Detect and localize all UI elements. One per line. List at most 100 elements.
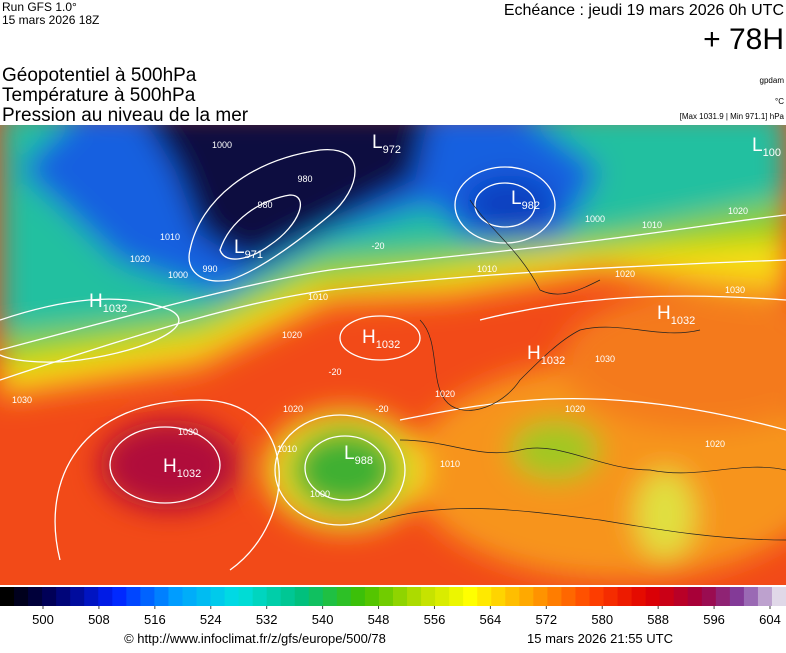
isobar-label: 1030 xyxy=(595,354,615,364)
color-scale: 500 508 516 524 532 540 548 556 564 572 580 588 596 6… xyxy=(0,587,786,627)
isobar-label: 1020 xyxy=(283,404,303,414)
run-date: 15 mars 2026 18Z xyxy=(2,13,99,27)
unit-pressure: [Max 1031.9 | Min 971.1] hPa xyxy=(680,112,785,121)
scale-tick-label: 540 xyxy=(312,612,334,627)
source-url: © http://www.infoclimat.fr/z/gfs/europe/… xyxy=(124,631,386,646)
isobar-label: -20 xyxy=(375,404,388,414)
unit-temperature: °C xyxy=(775,97,784,106)
center-value: 1032 xyxy=(177,468,201,480)
isobar-label: 1020 xyxy=(282,330,302,340)
hot-area xyxy=(100,420,240,510)
pressure-center: H1032 xyxy=(163,456,201,480)
cold-area xyxy=(465,175,555,235)
isobar-label: 1030 xyxy=(12,395,32,405)
center-type: L xyxy=(511,188,522,209)
scale-tick-label: 604 xyxy=(759,612,781,627)
isobar-label: 1030 xyxy=(178,427,198,437)
scale-swatch xyxy=(84,587,99,606)
center-value: 971 xyxy=(245,249,263,261)
center-type: L xyxy=(344,443,355,464)
scale-swatch xyxy=(449,587,464,606)
run-label: Run GFS 1.0° xyxy=(2,0,77,14)
scale-swatch xyxy=(336,587,352,606)
pressure-center: L100 xyxy=(752,135,781,159)
center-type: H xyxy=(657,303,671,324)
scale-tick-label: 548 xyxy=(368,612,390,627)
isobar-label: 1020 xyxy=(435,389,455,399)
isobar xyxy=(339,315,421,361)
scale-swatch xyxy=(603,587,619,606)
isobars xyxy=(0,149,786,571)
pressure-center: L972 xyxy=(372,132,401,156)
scale-swatch xyxy=(393,587,408,606)
scale-swatch xyxy=(533,587,548,606)
scale-swatch xyxy=(14,587,29,606)
center-type: H xyxy=(163,456,177,477)
scale-swatch xyxy=(715,587,731,606)
center-value: 1032 xyxy=(671,315,695,327)
scale-swatch xyxy=(238,587,254,606)
isobar-label: 1020 xyxy=(728,206,748,216)
generated-time: 15 mars 2026 21:55 UTC xyxy=(527,631,673,646)
scale-swatch xyxy=(659,587,675,606)
isobar xyxy=(479,295,786,321)
isobar-label: 1020 xyxy=(615,269,635,279)
pressure-center: L982 xyxy=(511,188,540,212)
isobar xyxy=(474,182,536,228)
scale-swatch xyxy=(771,587,786,606)
scale-tick-label: 596 xyxy=(703,612,725,627)
scale-swatch xyxy=(98,587,113,606)
center-value: 982 xyxy=(522,200,540,212)
scale-swatch xyxy=(308,587,324,606)
isobar-label: 1020 xyxy=(130,254,150,264)
title-pressure: Pression au niveau de la mer xyxy=(2,105,249,126)
coastline xyxy=(419,319,701,411)
isobar-label: 1030 xyxy=(725,285,745,295)
center-type: H xyxy=(527,343,541,364)
scale-swatch xyxy=(757,587,773,606)
pressure-center: H1032 xyxy=(527,343,565,367)
scale-tick-label: 532 xyxy=(256,612,278,627)
scale-swatch xyxy=(505,587,520,606)
scale-swatch xyxy=(56,587,71,606)
isobar-label: 980 xyxy=(297,174,312,184)
cold-pool xyxy=(635,470,695,560)
isobar-label: 1010 xyxy=(642,220,662,230)
scale-swatch xyxy=(743,587,759,606)
scale-tick-label: 564 xyxy=(480,612,502,627)
title-geopotential: Géopotentiel à 500hPa xyxy=(2,65,197,86)
isobar xyxy=(188,149,356,282)
isobar xyxy=(399,397,786,431)
isobar xyxy=(304,435,386,501)
pressure-center: L971 xyxy=(234,237,263,261)
isobar-label: 1010 xyxy=(277,444,297,454)
scale-tick-label: 588 xyxy=(647,612,669,627)
isobar xyxy=(454,166,556,244)
unit-geopotential: gpdam xyxy=(760,76,785,85)
scale-swatch xyxy=(575,587,590,606)
valid-time: Echéance : jeudi 19 mars 2026 0h UTC xyxy=(504,2,784,19)
isobar xyxy=(0,259,786,381)
scale-swatch xyxy=(28,587,43,606)
scale-swatch xyxy=(70,587,85,606)
scale-tick-label: 516 xyxy=(144,612,166,627)
isobar-label: 1010 xyxy=(440,459,460,469)
scale-swatch xyxy=(126,587,141,606)
scale-swatch xyxy=(364,587,380,606)
scale-swatch xyxy=(42,587,57,606)
isobar-label: 980 xyxy=(257,200,272,210)
scale-tick-label: 572 xyxy=(535,612,557,627)
scale-swatch xyxy=(421,587,436,606)
scale-swatch xyxy=(407,587,422,606)
isobar-label: 1010 xyxy=(308,292,328,302)
scale-swatch xyxy=(112,587,127,606)
pressure-center: H1032 xyxy=(362,327,400,351)
scale-swatch xyxy=(140,587,155,606)
scale-swatch xyxy=(491,587,506,606)
isobar-label: -20 xyxy=(328,367,341,377)
scale-swatch xyxy=(617,587,633,606)
scale-swatch xyxy=(224,587,240,606)
isobar xyxy=(109,426,221,504)
scale-swatch xyxy=(631,587,647,606)
